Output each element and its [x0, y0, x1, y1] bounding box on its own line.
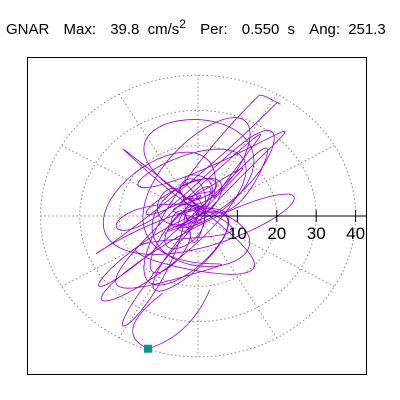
per-value: 0.550 [241, 21, 280, 38]
grid-spoke-30 [197, 145, 335, 217]
radial-tick-label-10: 10 [228, 224, 247, 243]
station-name: GNAR [6, 21, 50, 38]
marker-group [143, 344, 152, 353]
grid-spoke-120 [118, 93, 199, 217]
end-marker [143, 344, 152, 353]
orbit-trace [95, 94, 295, 327]
ang-label: Ang: [309, 21, 341, 38]
per-label: Per: [200, 21, 228, 38]
polar-plot: 10 20 30 40 [39, 74, 366, 358]
radial-tick-label-30: 30 [307, 224, 326, 243]
max-unit: cm/s [147, 21, 180, 38]
ang-value: 251.3 [348, 21, 386, 38]
max-value: 39.8 [110, 21, 140, 38]
per-unit: s [287, 21, 296, 38]
plot-frame: 10 20 30 40 [27, 57, 367, 375]
max-label: Max: [63, 21, 97, 38]
orbit-trace-group [95, 94, 295, 350]
grid-spoke-330 [197, 215, 335, 287]
grid-spoke-150 [61, 145, 199, 217]
radial-axis: 10 20 30 40 [198, 210, 366, 243]
orbit-peak-excursion [132, 289, 211, 350]
plot-header: GNAR Max: 39.8 cm/s2 Per: 0.550 s Ang: 2… [6, 12, 396, 38]
radial-tick-label-40: 40 [346, 224, 365, 243]
radial-tick-label-20: 20 [267, 224, 286, 243]
max-unit-exponent: 2 [179, 17, 186, 31]
grid-spoke-60 [197, 93, 278, 217]
